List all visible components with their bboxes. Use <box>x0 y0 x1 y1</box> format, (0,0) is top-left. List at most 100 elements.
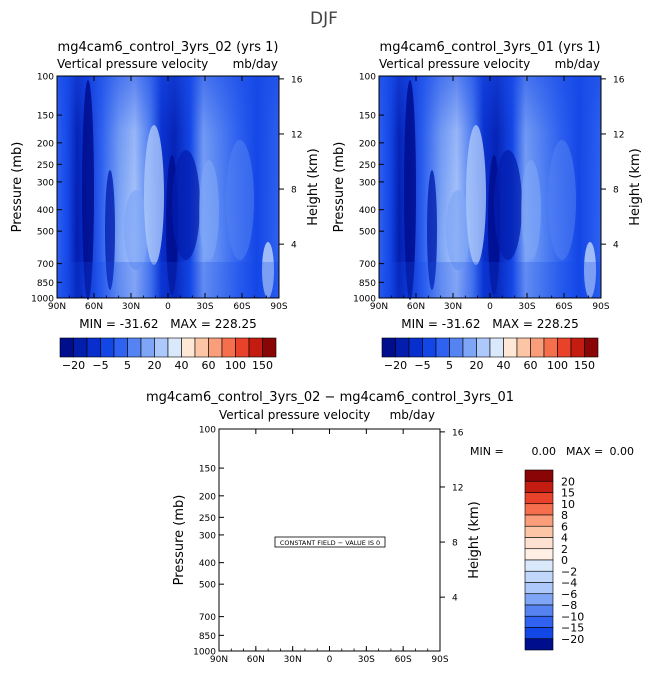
z-tick-label: 16 <box>613 75 625 85</box>
y-tick-label: 500 <box>37 228 54 238</box>
colorbar-swatch <box>524 615 554 628</box>
diff-stats: MIN = 0.00 MAX = 0.00 <box>470 445 634 458</box>
colorbar-label: 60 <box>524 359 538 372</box>
contour-fill <box>57 76 279 300</box>
panel-difference: mg4cam6_control_3yrs_02 − mg4cam6_contro… <box>146 390 634 665</box>
z-tick-label: 12 <box>291 130 302 140</box>
x-tick-label: 60N <box>247 655 265 665</box>
colorbar-swatch <box>73 337 88 358</box>
panel-variable-label: Vertical pressure velocity <box>379 57 530 71</box>
colorbar-label: 20 <box>561 475 575 488</box>
constant-field-label: CONSTANT FIELD − VALUE IS 0 <box>280 539 380 547</box>
colorbar-swatch <box>221 337 236 358</box>
colorbar-label: −5 <box>414 359 430 372</box>
colorbar-swatch <box>194 337 209 358</box>
y-tick-label: 1000 <box>353 295 376 305</box>
colorbar-swatch <box>524 593 554 606</box>
y-tick-label: 100 <box>199 426 216 436</box>
colorbar-label: −15 <box>561 622 584 635</box>
colorbar-label: −20 <box>62 359 85 372</box>
z-tick-label: 12 <box>452 483 463 493</box>
diff-min-value: 0.00 <box>532 445 557 458</box>
z-tick-label: 8 <box>291 186 297 196</box>
y-tick-label: 200 <box>359 139 376 149</box>
z-tick-label: 8 <box>452 539 458 549</box>
y-tick-label: 150 <box>37 112 54 122</box>
colorbar-swatch <box>524 514 554 527</box>
stats-label: MIN = -31.62 MAX = 228.25 <box>79 317 257 331</box>
x-tick-label: 60N <box>85 302 103 312</box>
colorbar-swatch <box>100 337 115 358</box>
x-tick-label: 90S <box>270 302 287 312</box>
colorbar-label: 150 <box>252 359 273 372</box>
x-tick-label: 60S <box>395 655 412 665</box>
colorbar-swatch <box>181 337 196 358</box>
x-tick-label: 30S <box>358 655 375 665</box>
x-tick-label: 90N <box>48 302 66 312</box>
colorbar-label: 0 <box>561 554 568 567</box>
x-tick-label: 30S <box>518 302 535 312</box>
colorbar-label: 10 <box>561 498 575 511</box>
colorbar-swatch <box>381 337 396 358</box>
colorbar-label: 100 <box>225 359 246 372</box>
panel-title: mg4cam6_control_3yrs_01 (yrs 1) <box>380 40 601 55</box>
colorbar-swatch <box>435 337 450 358</box>
colorbar-swatch <box>524 548 554 561</box>
panel-control-02: mg4cam6_control_3yrs_02 (yrs 1) Vertical… <box>10 40 321 331</box>
constant-field-label-box <box>274 536 386 548</box>
y-tick-label: 400 <box>199 559 216 569</box>
y-tick-label: 200 <box>37 139 54 149</box>
x-tick-label: 90S <box>592 302 609 312</box>
y-tick-label: 700 <box>37 260 54 270</box>
colorbar-label: 5 <box>446 359 453 372</box>
y-tick-label: 850 <box>37 279 54 289</box>
colorbar-swatch <box>584 337 599 358</box>
colorbar-label: 6 <box>561 520 568 533</box>
colorbar-swatch <box>167 337 182 358</box>
z-tick-label: 12 <box>613 130 624 140</box>
y-tick-label: 100 <box>359 73 376 83</box>
colorbar-label: −6 <box>561 588 577 601</box>
y-tick-label: 100 <box>37 73 54 83</box>
z-axis-title: Height (km) <box>306 148 321 225</box>
panel-variable-label: Vertical pressure velocity <box>219 408 370 422</box>
colorbar-label: 4 <box>561 532 568 545</box>
y-tick-label: 250 <box>199 514 216 524</box>
x-tick-label: 30N <box>444 302 462 312</box>
colorbar-label: 100 <box>547 359 568 372</box>
colorbar-swatch <box>524 638 554 651</box>
panel-units-label: mb/day <box>555 57 600 71</box>
colorbar-label: 5 <box>124 359 131 372</box>
colorbar-swatch <box>140 337 155 358</box>
x-tick-label: 60S <box>555 302 572 312</box>
z-axis-title: Height (km) <box>628 148 643 225</box>
colorbar-swatch <box>408 337 423 358</box>
y-tick-label: 700 <box>359 260 376 270</box>
colorbar-swatch <box>570 337 585 358</box>
colorbar-swatch <box>524 492 554 505</box>
colorbar-swatch <box>524 627 554 640</box>
z-tick-label: 8 <box>613 186 619 196</box>
y-tick-label: 400 <box>37 206 54 216</box>
y-axis-title: Pressure (mb) <box>10 142 25 233</box>
colorbar-swatch <box>476 337 491 358</box>
colorbar-swatch <box>524 570 554 583</box>
colorbar-swatch <box>557 337 572 358</box>
y-axis-title: Pressure (mb) <box>332 142 347 233</box>
x-tick-label: 60S <box>233 302 250 312</box>
colorbar-swatch <box>395 337 410 358</box>
x-tick-label: 30N <box>284 655 302 665</box>
colorbar-swatch <box>208 337 223 358</box>
axes: 90N 60N 30N 0 30S 60S 90S 100 150 200 250 300 400 500… <box>332 73 643 313</box>
colorbar-swatch <box>503 337 518 358</box>
z-tick-label: 16 <box>291 75 303 85</box>
y-tick-label: 300 <box>199 531 216 541</box>
z-tick-label: 4 <box>291 241 297 251</box>
y-tick-label: 150 <box>199 465 216 475</box>
colorbar-swatch <box>524 480 554 493</box>
colorbar-swatch <box>516 337 531 358</box>
y-tick-label: 700 <box>199 613 216 623</box>
colorbar-label: 20 <box>148 359 162 372</box>
colorbar-label: 60 <box>202 359 216 372</box>
x-tick-label: 30N <box>122 302 140 312</box>
